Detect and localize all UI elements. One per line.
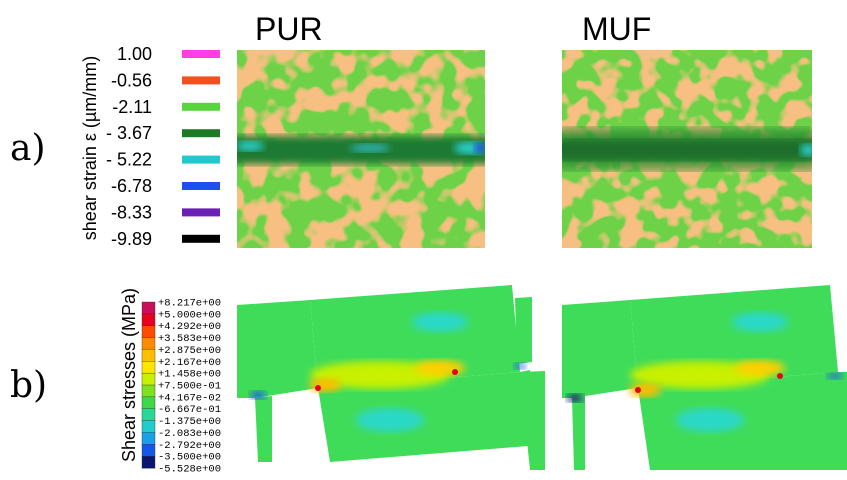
colorbar-cell <box>141 455 156 469</box>
colorbar-label: +3.583e+00 <box>158 333 221 345</box>
legend-label: -6.78 <box>111 176 152 196</box>
legend-swatch <box>182 208 220 217</box>
column-title: PUR <box>255 11 323 47</box>
colorbar-label: +2.167e+00 <box>158 357 221 369</box>
legend-label: - 5.22 <box>106 150 152 170</box>
colorbar-label: -2.083e+00 <box>158 428 221 440</box>
colorbar-cell <box>141 420 156 433</box>
panel-label: a) <box>10 128 46 169</box>
legend-swatch <box>182 129 220 138</box>
axis-label: Shear stresses (MPa) <box>119 288 139 462</box>
colorbar-label: -6.667e-01 <box>158 404 221 416</box>
legend-swatch <box>182 102 220 111</box>
legend-swatch <box>182 76 220 85</box>
colorbar-cell <box>141 325 156 339</box>
pur-stress-model <box>237 285 545 470</box>
legend-label: 1.00 <box>117 44 152 64</box>
legend-swatch <box>182 234 220 243</box>
colorbar-cell <box>141 432 156 445</box>
colorbar-label: -1.375e+00 <box>158 416 221 428</box>
legend-label: -0.56 <box>111 70 152 90</box>
legend-label: -9.89 <box>111 229 152 249</box>
pur-strain-map <box>237 50 485 248</box>
muf-strain-map <box>562 50 812 248</box>
colorbar-cell <box>141 361 156 374</box>
muf-stress-model <box>562 285 847 470</box>
colorbar-label: +7.500e-01 <box>158 381 221 393</box>
colorbar-label: +5.000e+00 <box>158 309 221 321</box>
legend-swatch <box>182 155 220 164</box>
colorbar-cell <box>141 349 156 362</box>
colorbar-cell <box>141 301 156 315</box>
colorbar-label: -3.500e+00 <box>158 452 221 464</box>
colorbar-cell <box>141 444 156 457</box>
colorbar-label: +8.217e+00 <box>158 298 221 310</box>
axis-label: shear strain ε (µm/mm) <box>80 56 100 240</box>
colorbar-cell <box>141 396 156 410</box>
colorbar-cell <box>141 384 156 398</box>
colorbar-label: -5.528e+00 <box>158 464 221 476</box>
colorbar-label: +1.458e+00 <box>158 369 221 381</box>
colorbar-cell <box>141 313 156 327</box>
colorbar-label: +2.875e+00 <box>158 345 221 357</box>
column-title: MUF <box>582 11 651 47</box>
legend-label: - 3.67 <box>106 123 152 143</box>
panel-label: b) <box>10 365 47 406</box>
legend-label: -2.11 <box>112 97 152 117</box>
colorbar-cell <box>141 372 156 386</box>
colorbar-cell <box>141 337 156 350</box>
legend-swatch <box>182 182 220 190</box>
colorbar-cell <box>141 408 156 422</box>
colorbar-label: -2.792e+00 <box>158 440 221 452</box>
colorbar-label: +4.167e-02 <box>158 392 221 404</box>
legend-swatch <box>182 50 220 58</box>
colorbar-label: +4.292e+00 <box>158 321 221 333</box>
legend-label: -8.33 <box>111 202 152 222</box>
